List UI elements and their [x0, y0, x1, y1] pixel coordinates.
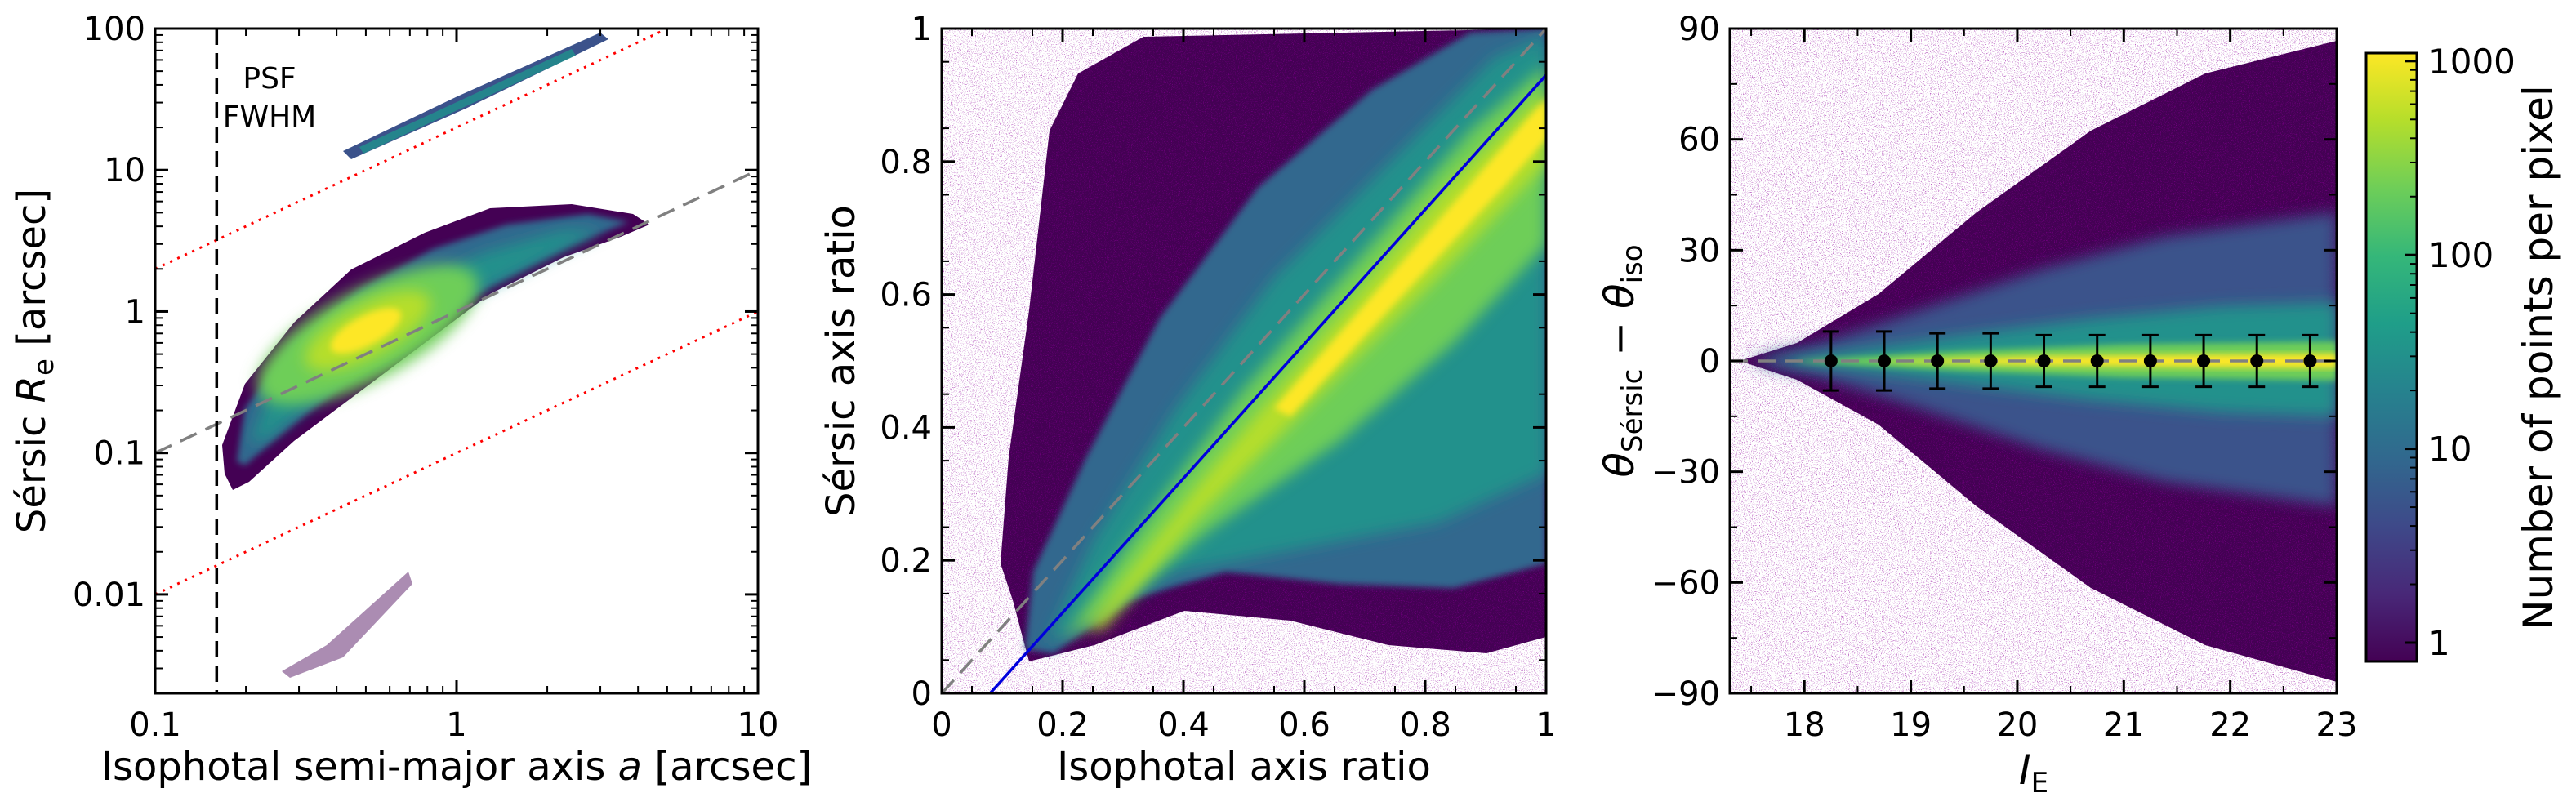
- x-axis-label-middle: Isophotal axis ratio: [1057, 744, 1431, 790]
- y-tick-label-right: 90: [1678, 11, 1720, 48]
- x-tick-label-right: 23: [2316, 706, 2358, 744]
- axes-frame-middle: [940, 27, 1548, 695]
- fwhm-annotation: FWHM: [223, 100, 316, 134]
- x-label-symbol: I: [2019, 746, 2031, 794]
- colorbar-tick-label: 100: [2428, 235, 2494, 275]
- binned-point: [1984, 354, 1998, 367]
- y-label-symbol: R: [9, 376, 55, 403]
- y-tick-label-middle: 0: [911, 675, 932, 713]
- y-label-minus: −: [1596, 309, 1643, 369]
- x-tick-label-right: 20: [1996, 706, 2038, 744]
- panel-right: 18 19 20 21 22 23 −90 −60 −30 0 30 60 90 IE θSérsic …: [1596, 11, 2562, 799]
- x-tick-label-right: 19: [1890, 706, 1932, 744]
- y-tick-label-left: 1: [125, 293, 145, 331]
- colorbar-label: Number of points per pixel: [2515, 85, 2562, 630]
- y-tick-label-middle: 0.4: [880, 409, 932, 447]
- colorbar-tick-label: 10: [2428, 430, 2471, 470]
- x-label-subscript: E: [2031, 767, 2048, 799]
- x-tick-label-left: 10: [738, 706, 779, 744]
- x-tick-label-middle: 0.8: [1399, 706, 1451, 744]
- panel-left: PSF FWHM 0.1 1 10 0.01 0.1 1 10 100 Isophotal s…: [9, 11, 812, 790]
- y-tick-label-middle: 0.2: [880, 542, 932, 580]
- colorbar-tick-label: 1000: [2428, 42, 2516, 82]
- binned-point: [2037, 354, 2051, 367]
- y-label-subscript: e: [28, 358, 60, 376]
- y-label-theta1: θ: [1596, 452, 1643, 478]
- x-label-unit: [arcsec]: [642, 744, 812, 790]
- y-tick-label-right: −90: [1651, 675, 1720, 713]
- x-tick-label-right: 22: [2209, 706, 2251, 744]
- x-tick-label-middle: 0.6: [1278, 706, 1330, 744]
- binned-point: [2143, 354, 2157, 367]
- binned-point: [2090, 354, 2104, 367]
- axes-frame-left: [154, 27, 760, 695]
- y-tick-label-right: 30: [1678, 232, 1720, 269]
- fit-line: [988, 73, 1546, 693]
- y-axis-label-left: Sérsic Re [arcsec]: [9, 189, 60, 533]
- x-tick-label-middle: 0: [931, 706, 952, 744]
- y-tick-label-right: 0: [1700, 343, 1720, 381]
- x-axis-label-right: IE: [2019, 746, 2048, 799]
- y-label-sub2: iso: [1616, 244, 1649, 283]
- x-tick-label-right: 18: [1784, 706, 1825, 744]
- binned-point: [2303, 354, 2317, 367]
- x-tick-label-middle: 1: [1535, 706, 1556, 744]
- density-tail: [282, 572, 412, 678]
- y-axis-label-middle: Sérsic axis ratio: [818, 205, 864, 517]
- y-tick-label-middle: 0.6: [880, 277, 932, 314]
- y-tick-label-right: −30: [1651, 454, 1720, 492]
- y-label-theta2: θ: [1596, 283, 1643, 309]
- x-axis-label-left: Isophotal semi-major axis a [arcsec]: [101, 744, 812, 790]
- binned-point: [2197, 354, 2211, 367]
- x-tick-label-middle: 0.4: [1157, 706, 1210, 744]
- one-to-one-line: [942, 29, 1546, 693]
- colorbar-tick-label: 1: [2428, 623, 2450, 663]
- y-label-sub1: Sérsic: [1616, 369, 1649, 452]
- x-label-text: Isophotal semi-major axis: [101, 744, 618, 790]
- x-tick-label-middle: 0.2: [1036, 706, 1089, 744]
- y-tick-label-left: 0.01: [73, 577, 145, 614]
- density-map-left: [222, 33, 649, 678]
- x-tick-label-right: 21: [2103, 706, 2145, 744]
- y-label-text: Sérsic: [9, 403, 55, 533]
- x-tick-label-left: 1: [446, 706, 466, 744]
- colorbar: [2364, 51, 2418, 663]
- binned-point: [2250, 354, 2264, 367]
- y-label-unit: [arcsec]: [9, 189, 55, 358]
- ticks-right: 18 19 20 21 22 23 −90 −60 −30 0 30 60 90: [1651, 11, 2358, 744]
- binned-point: [1878, 354, 1892, 367]
- y-tick-label-middle: 0.8: [880, 144, 932, 181]
- x-label-symbol: a: [618, 744, 642, 790]
- colorbar-ticks: 1 10 100 1000: [2405, 42, 2516, 663]
- y-tick-label-left: 10: [104, 152, 145, 189]
- density-main: [222, 204, 649, 490]
- axes-frame-right: [1728, 27, 2338, 695]
- y-tick-label-left: 100: [83, 11, 145, 48]
- y-tick-label-left: 0.1: [93, 435, 145, 473]
- psf-annotation: PSF: [243, 62, 296, 96]
- y-tick-label-middle: 1: [911, 11, 932, 48]
- x-tick-label-left: 0.1: [129, 706, 181, 744]
- binned-points: [1822, 330, 2319, 392]
- ticks-middle: 0 0.2 0.4 0.6 0.8 1 0 0.2 0.4 0.6 0.8 1: [880, 11, 1556, 744]
- y-tick-label-right: 60: [1678, 122, 1720, 159]
- binned-point: [1824, 354, 1838, 367]
- y-tick-label-right: −60: [1651, 564, 1720, 602]
- y-axis-label-right: θSérsic − θiso: [1596, 244, 1649, 477]
- panel-middle: 0 0.2 0.4 0.6 0.8 1 0 0.2 0.4 0.6 0.8 1 Isophotal a…: [818, 11, 1557, 790]
- binned-point: [1931, 354, 1945, 367]
